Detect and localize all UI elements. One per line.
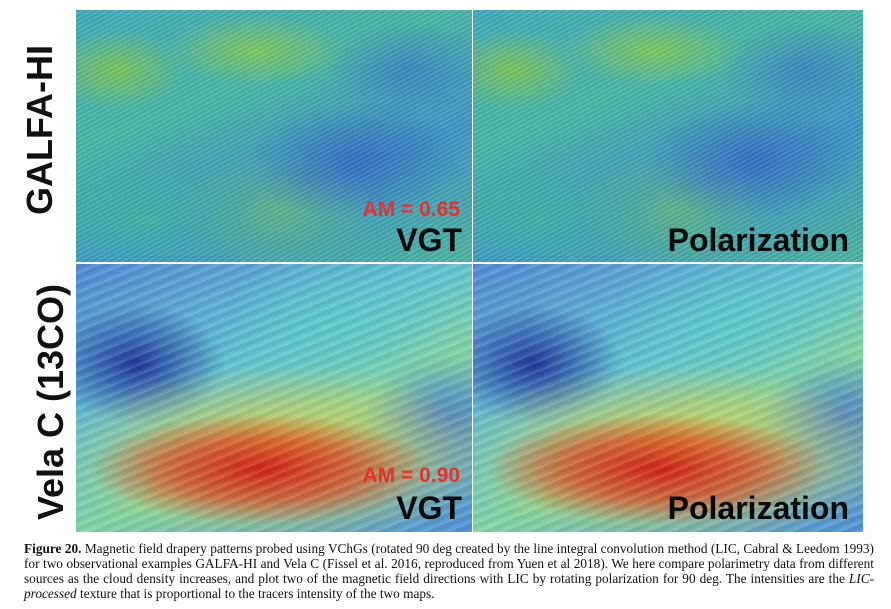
method-label-vela-vgt: VGT [396, 490, 462, 526]
method-label-galfa-polarization: Polarization [667, 222, 849, 258]
lic-texture [76, 10, 472, 262]
lic-texture [76, 264, 472, 532]
caption-text-1: Magnetic field drapery patterns probed u… [24, 541, 874, 586]
caption-italic-term: LIC-processed [24, 571, 874, 601]
row-label-vela-c: Vela C (13CO) [30, 283, 71, 521]
panel-vela-vgt: AM = 0.90 VGT [76, 264, 472, 532]
panel-galfa-vgt: AM = 0.65 VGT [76, 10, 472, 262]
panel-galfa-polarization: Polarization [473, 10, 863, 262]
caption-text-2: texture that is proportional to the trac… [76, 586, 435, 601]
lic-texture [473, 10, 863, 262]
lic-texture [473, 264, 863, 532]
am-value-vela: AM = 0.90 [362, 464, 460, 487]
figure-caption: Figure 20. Magnetic field drapery patter… [24, 541, 874, 601]
row-label-galfa-hi: GALFA-HI [19, 45, 60, 215]
method-label-vela-polarization: Polarization [667, 490, 849, 526]
figure-label: Figure 20. [24, 541, 82, 556]
panel-vela-polarization: Polarization [473, 264, 863, 532]
am-value-galfa: AM = 0.65 [362, 198, 460, 221]
method-label-galfa-vgt: VGT [396, 222, 462, 258]
